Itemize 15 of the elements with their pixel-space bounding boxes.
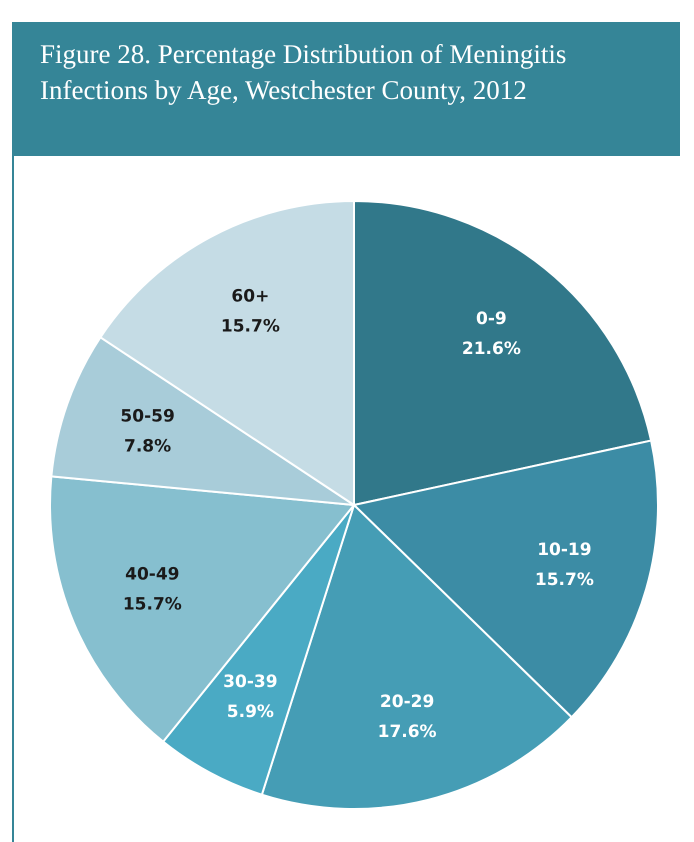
- slice-label: 50-59: [120, 406, 175, 427]
- slice-label: 30-39: [223, 672, 278, 692]
- data-label: 5.9%: [226, 702, 274, 722]
- data-label: 21.6%: [462, 339, 521, 360]
- data-label: 15.7%: [122, 594, 182, 614]
- data-label: 15.7%: [534, 570, 594, 590]
- data-label: 17.6%: [378, 722, 437, 742]
- slice-label: 10-19: [537, 540, 592, 560]
- slice-label: 20-29: [380, 692, 434, 712]
- data-label: 15.7%: [220, 316, 280, 337]
- data-label: 7.8%: [124, 436, 172, 457]
- slice-label: 60+: [231, 286, 270, 307]
- chart-title: Figure 28. Percentage Distribution of Meningitis Infections by Age, Westchester County, 2012: [12, 22, 680, 156]
- slice-label: 0-9: [476, 309, 507, 330]
- slice-label: 40-49: [125, 564, 180, 584]
